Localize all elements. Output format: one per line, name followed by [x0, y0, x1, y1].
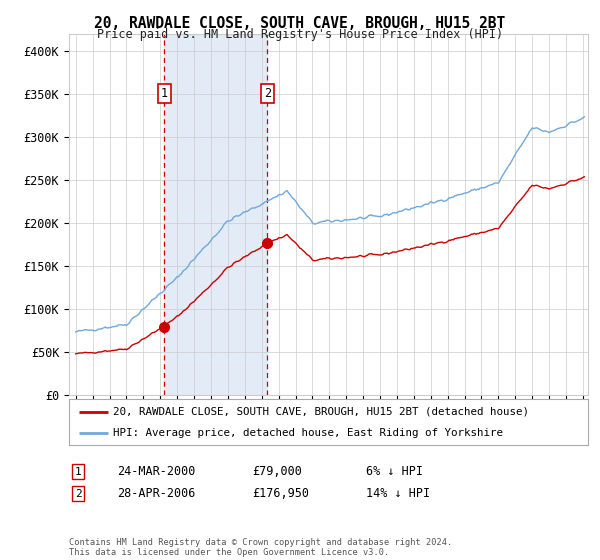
- Text: 2: 2: [74, 489, 82, 499]
- Bar: [164, 34, 268, 395]
- Text: 6% ↓ HPI: 6% ↓ HPI: [366, 465, 423, 478]
- Text: 14% ↓ HPI: 14% ↓ HPI: [366, 487, 430, 501]
- Text: 20, RAWDALE CLOSE, SOUTH CAVE, BROUGH, HU15 2BT (detached house): 20, RAWDALE CLOSE, SOUTH CAVE, BROUGH, H…: [113, 407, 529, 417]
- Text: 24-MAR-2000: 24-MAR-2000: [117, 465, 196, 478]
- Text: £79,000: £79,000: [252, 465, 302, 478]
- Text: £176,950: £176,950: [252, 487, 309, 501]
- Text: 1: 1: [74, 466, 82, 477]
- Text: 1: 1: [161, 87, 168, 100]
- Text: 20, RAWDALE CLOSE, SOUTH CAVE, BROUGH, HU15 2BT: 20, RAWDALE CLOSE, SOUTH CAVE, BROUGH, H…: [94, 16, 506, 31]
- Text: 28-APR-2006: 28-APR-2006: [117, 487, 196, 501]
- Text: HPI: Average price, detached house, East Riding of Yorkshire: HPI: Average price, detached house, East…: [113, 428, 503, 438]
- Text: 2: 2: [264, 87, 271, 100]
- Text: Price paid vs. HM Land Registry's House Price Index (HPI): Price paid vs. HM Land Registry's House …: [97, 28, 503, 41]
- Text: Contains HM Land Registry data © Crown copyright and database right 2024.
This d: Contains HM Land Registry data © Crown c…: [69, 538, 452, 557]
